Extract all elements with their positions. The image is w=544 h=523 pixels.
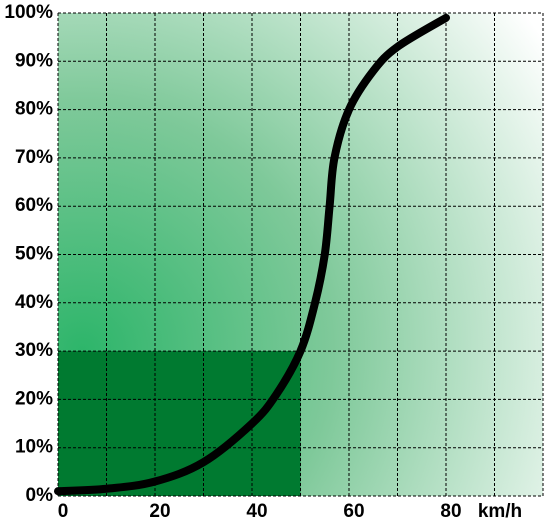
y-tick-label: 20% bbox=[15, 388, 53, 409]
y-tick-label: 50% bbox=[15, 244, 53, 265]
x-tick-label: 80 bbox=[440, 501, 461, 522]
y-tick-label: 30% bbox=[15, 340, 53, 361]
y-tick-label: 70% bbox=[15, 147, 53, 168]
x-tick-label: 60 bbox=[343, 501, 364, 522]
x-tick-label: 40 bbox=[246, 501, 267, 522]
y-tick-label: 60% bbox=[15, 195, 53, 216]
y-tick-label: 100% bbox=[4, 2, 53, 23]
x-tick-label: 0 bbox=[58, 501, 69, 522]
curve bbox=[54, 13, 450, 496]
x-unit-label: km/h bbox=[478, 501, 522, 522]
y-tick-label: 90% bbox=[15, 50, 53, 71]
y-tick-label: 10% bbox=[15, 437, 53, 458]
y-tick-label: 0% bbox=[26, 485, 54, 506]
y-tick-label: 40% bbox=[15, 292, 53, 313]
y-tick-label: 80% bbox=[15, 99, 53, 120]
x-tick-label: 20 bbox=[149, 501, 170, 522]
